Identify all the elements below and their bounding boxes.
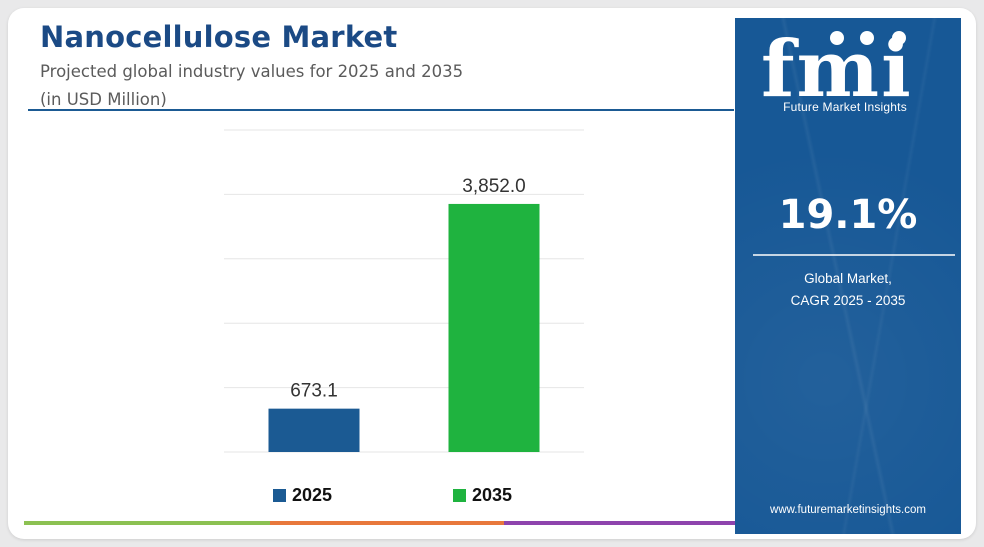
bottom-accent-bar [24, 521, 738, 525]
side-panel: fmi Future Market Insights 19.1% Global … [735, 18, 961, 534]
bar-2035 [448, 203, 540, 452]
panel-divider [753, 254, 955, 256]
legend-swatch-2025 [273, 489, 286, 502]
logo-figures [830, 31, 906, 45]
subtitle-text: Projected global industry values for 202… [40, 62, 464, 81]
accent-segment-purple [504, 521, 738, 525]
chart-title: Nanocellulose Market [40, 20, 398, 54]
logo-dot-1 [830, 31, 844, 45]
logo-dot-2 [860, 31, 874, 45]
accent-segment-orange [270, 521, 504, 525]
legend-label-2025: 2025 [292, 485, 332, 505]
legend-label-2035: 2035 [472, 485, 512, 505]
cagr-label-line2: CAGR 2025 - 2035 [790, 293, 906, 308]
logo-dot-3 [892, 31, 906, 45]
chart-subtitle: Projected global industry values for 202… [40, 58, 720, 114]
unit-note: (in USD Million) [40, 90, 167, 109]
data-label-2035: 3,852.0 [462, 176, 525, 197]
bar-chart: 673.1 3,852.0 2025 2035 [224, 129, 584, 505]
fmi-logo: fmi [761, 26, 911, 104]
cagr-label: Global Market, CAGR 2025 - 2035 [735, 268, 961, 312]
website-url: www.futuremarketinsights.com [770, 504, 926, 516]
brand-name: Future Market Insights [783, 100, 907, 114]
chart-card: Nanocellulose Market Projected global in… [8, 8, 976, 539]
data-label-2025: 673.1 [290, 381, 338, 402]
bar-2025 [268, 408, 360, 452]
title-divider [28, 109, 734, 111]
legend-swatch-2035 [453, 489, 466, 502]
cagr-value: 19.1% [778, 192, 918, 238]
accent-segment-green [24, 521, 270, 525]
cagr-label-line1: Global Market, [804, 271, 892, 286]
